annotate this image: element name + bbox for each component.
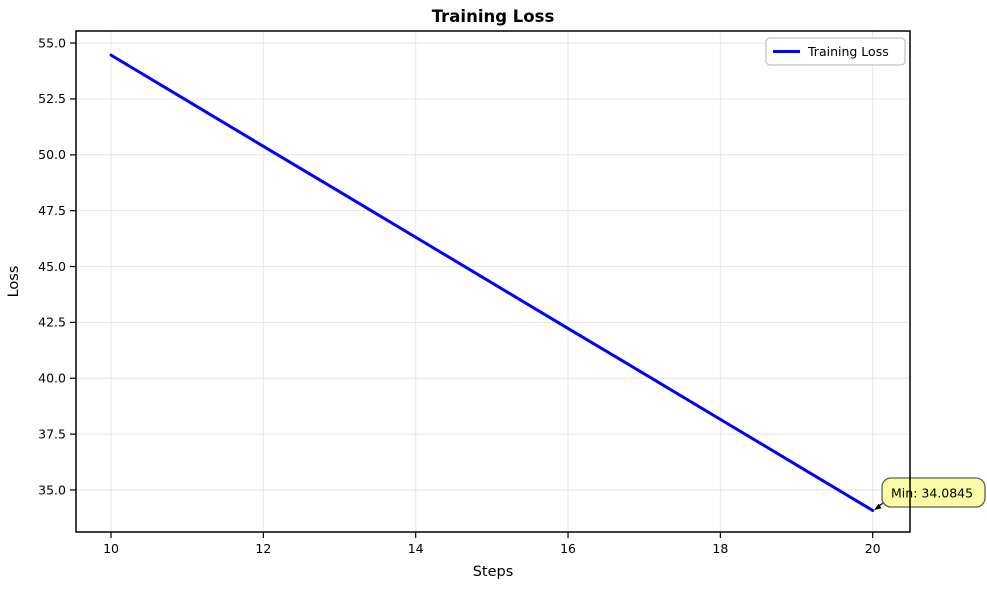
y-tick-label: 42.5 [38, 315, 66, 330]
y-tick-label: 40.0 [38, 371, 66, 386]
legend-label: Training Loss [807, 44, 889, 59]
y-tick-label: 47.5 [38, 203, 66, 218]
y-tick-label: 45.0 [38, 259, 66, 274]
x-axis-label: Steps [473, 564, 514, 580]
x-tick-label: 12 [255, 541, 271, 556]
axis-ticks: 10 12 14 16 18 20 35.0 37.5 40.0 42.5 45.0 47.5 50.0… [38, 35, 881, 556]
y-tick-label: 55.0 [38, 35, 66, 50]
min-annotation: Min: 34.0845 [874, 477, 986, 510]
y-tick-label: 37.5 [38, 426, 66, 441]
x-tick-label: 18 [712, 541, 728, 556]
y-tick-label: 35.0 [38, 482, 66, 497]
y-tick-label: 52.5 [38, 91, 66, 106]
series [109, 53, 875, 512]
loss-line [109, 53, 875, 512]
legend: Training Loss [765, 37, 906, 66]
x-tick-label: 10 [103, 541, 119, 556]
legend-box [765, 37, 906, 66]
x-tick-label: 14 [408, 541, 424, 556]
y-tick-label: 50.0 [38, 147, 66, 162]
x-tick-label: 16 [560, 541, 576, 556]
y-axis-label: Loss [6, 266, 22, 298]
grid [76, 31, 910, 532]
annotation-box [881, 477, 986, 508]
annotation-arrow-head [874, 503, 882, 510]
chart-title: Training Loss [432, 7, 555, 26]
x-tick-label: 20 [865, 541, 881, 556]
annotation-text: Min: 34.0845 [891, 486, 973, 501]
plot-border [75, 30, 911, 533]
